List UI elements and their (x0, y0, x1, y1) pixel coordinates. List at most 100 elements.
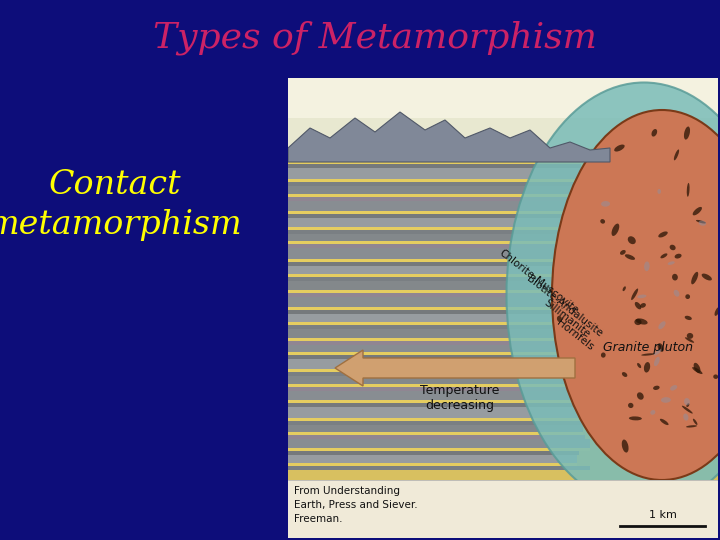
Ellipse shape (696, 220, 706, 224)
Bar (288, 148, 718, 538)
Ellipse shape (614, 145, 625, 152)
Ellipse shape (714, 307, 720, 316)
Ellipse shape (657, 343, 664, 352)
Bar (288, 230, 576, 234)
Ellipse shape (653, 386, 660, 390)
Bar (288, 262, 576, 266)
Ellipse shape (625, 254, 635, 260)
Bar (288, 384, 587, 387)
Ellipse shape (670, 245, 675, 250)
Bar (288, 214, 578, 218)
Bar (288, 179, 584, 182)
Text: Hornfels: Hornfels (555, 318, 595, 353)
Bar (288, 78, 718, 148)
Bar (288, 197, 583, 201)
Bar (288, 168, 584, 179)
Bar (288, 352, 579, 355)
Ellipse shape (623, 286, 626, 291)
Ellipse shape (552, 110, 720, 480)
Bar (288, 355, 583, 359)
Bar (288, 387, 578, 391)
Bar (288, 78, 718, 538)
Bar (288, 435, 585, 439)
Bar (288, 480, 718, 538)
Ellipse shape (684, 398, 690, 406)
Bar (288, 391, 578, 400)
Ellipse shape (654, 349, 662, 355)
Ellipse shape (642, 353, 654, 356)
Ellipse shape (644, 261, 649, 271)
Ellipse shape (670, 385, 678, 390)
Bar (288, 277, 580, 281)
Ellipse shape (693, 207, 702, 215)
Ellipse shape (622, 440, 629, 453)
Bar (288, 152, 586, 161)
Bar (288, 329, 578, 338)
Bar (288, 234, 583, 241)
Ellipse shape (701, 274, 712, 280)
Bar (288, 376, 587, 384)
Ellipse shape (631, 288, 638, 300)
Bar (288, 259, 581, 262)
Bar (288, 455, 577, 463)
Bar (288, 297, 584, 307)
Bar (288, 266, 580, 274)
Bar (288, 418, 582, 421)
Bar (288, 182, 587, 186)
Ellipse shape (628, 236, 636, 244)
Ellipse shape (685, 316, 692, 320)
Bar (288, 448, 590, 451)
Text: Types of Metamorphism: Types of Metamorphism (153, 21, 597, 55)
Ellipse shape (620, 250, 626, 255)
Bar (288, 78, 718, 118)
Ellipse shape (675, 254, 682, 259)
Bar (288, 463, 577, 466)
Bar (288, 466, 590, 470)
Ellipse shape (644, 362, 650, 373)
Ellipse shape (628, 403, 634, 408)
Bar (288, 227, 581, 230)
Ellipse shape (629, 416, 642, 420)
Ellipse shape (660, 253, 667, 258)
Bar (288, 274, 580, 277)
Ellipse shape (600, 219, 605, 224)
Bar (288, 164, 581, 168)
Ellipse shape (691, 272, 698, 285)
Bar (288, 201, 583, 211)
Text: Biotite-Andalusite: Biotite-Andalusite (525, 274, 604, 339)
Ellipse shape (698, 220, 706, 226)
Bar (288, 194, 587, 197)
Ellipse shape (692, 367, 703, 374)
Ellipse shape (684, 126, 690, 140)
Bar (288, 439, 590, 448)
Bar (288, 425, 583, 432)
Bar (288, 310, 586, 314)
Ellipse shape (654, 357, 660, 366)
Text: Granite pluton: Granite pluton (603, 341, 693, 354)
Text: Contact
metamorphism: Contact metamorphism (0, 169, 243, 241)
Bar (288, 244, 582, 248)
Bar (288, 421, 582, 425)
Ellipse shape (636, 319, 647, 325)
Bar (288, 345, 579, 352)
Ellipse shape (661, 397, 671, 403)
Ellipse shape (686, 403, 689, 407)
Ellipse shape (637, 363, 642, 368)
Ellipse shape (660, 418, 669, 425)
Ellipse shape (601, 353, 606, 357)
Ellipse shape (637, 392, 644, 400)
Text: Chlorite-Muscovite: Chlorite-Muscovite (497, 248, 580, 316)
Ellipse shape (685, 338, 694, 343)
Ellipse shape (685, 294, 690, 299)
Ellipse shape (686, 425, 697, 428)
Bar (288, 325, 583, 329)
Bar (288, 307, 584, 310)
Bar (288, 290, 582, 293)
Bar (288, 338, 578, 341)
Bar (288, 403, 585, 407)
Ellipse shape (714, 374, 718, 379)
Bar (288, 161, 586, 164)
Bar (288, 359, 580, 369)
Text: Sillimanite: Sillimanite (542, 298, 592, 340)
Ellipse shape (652, 129, 657, 137)
